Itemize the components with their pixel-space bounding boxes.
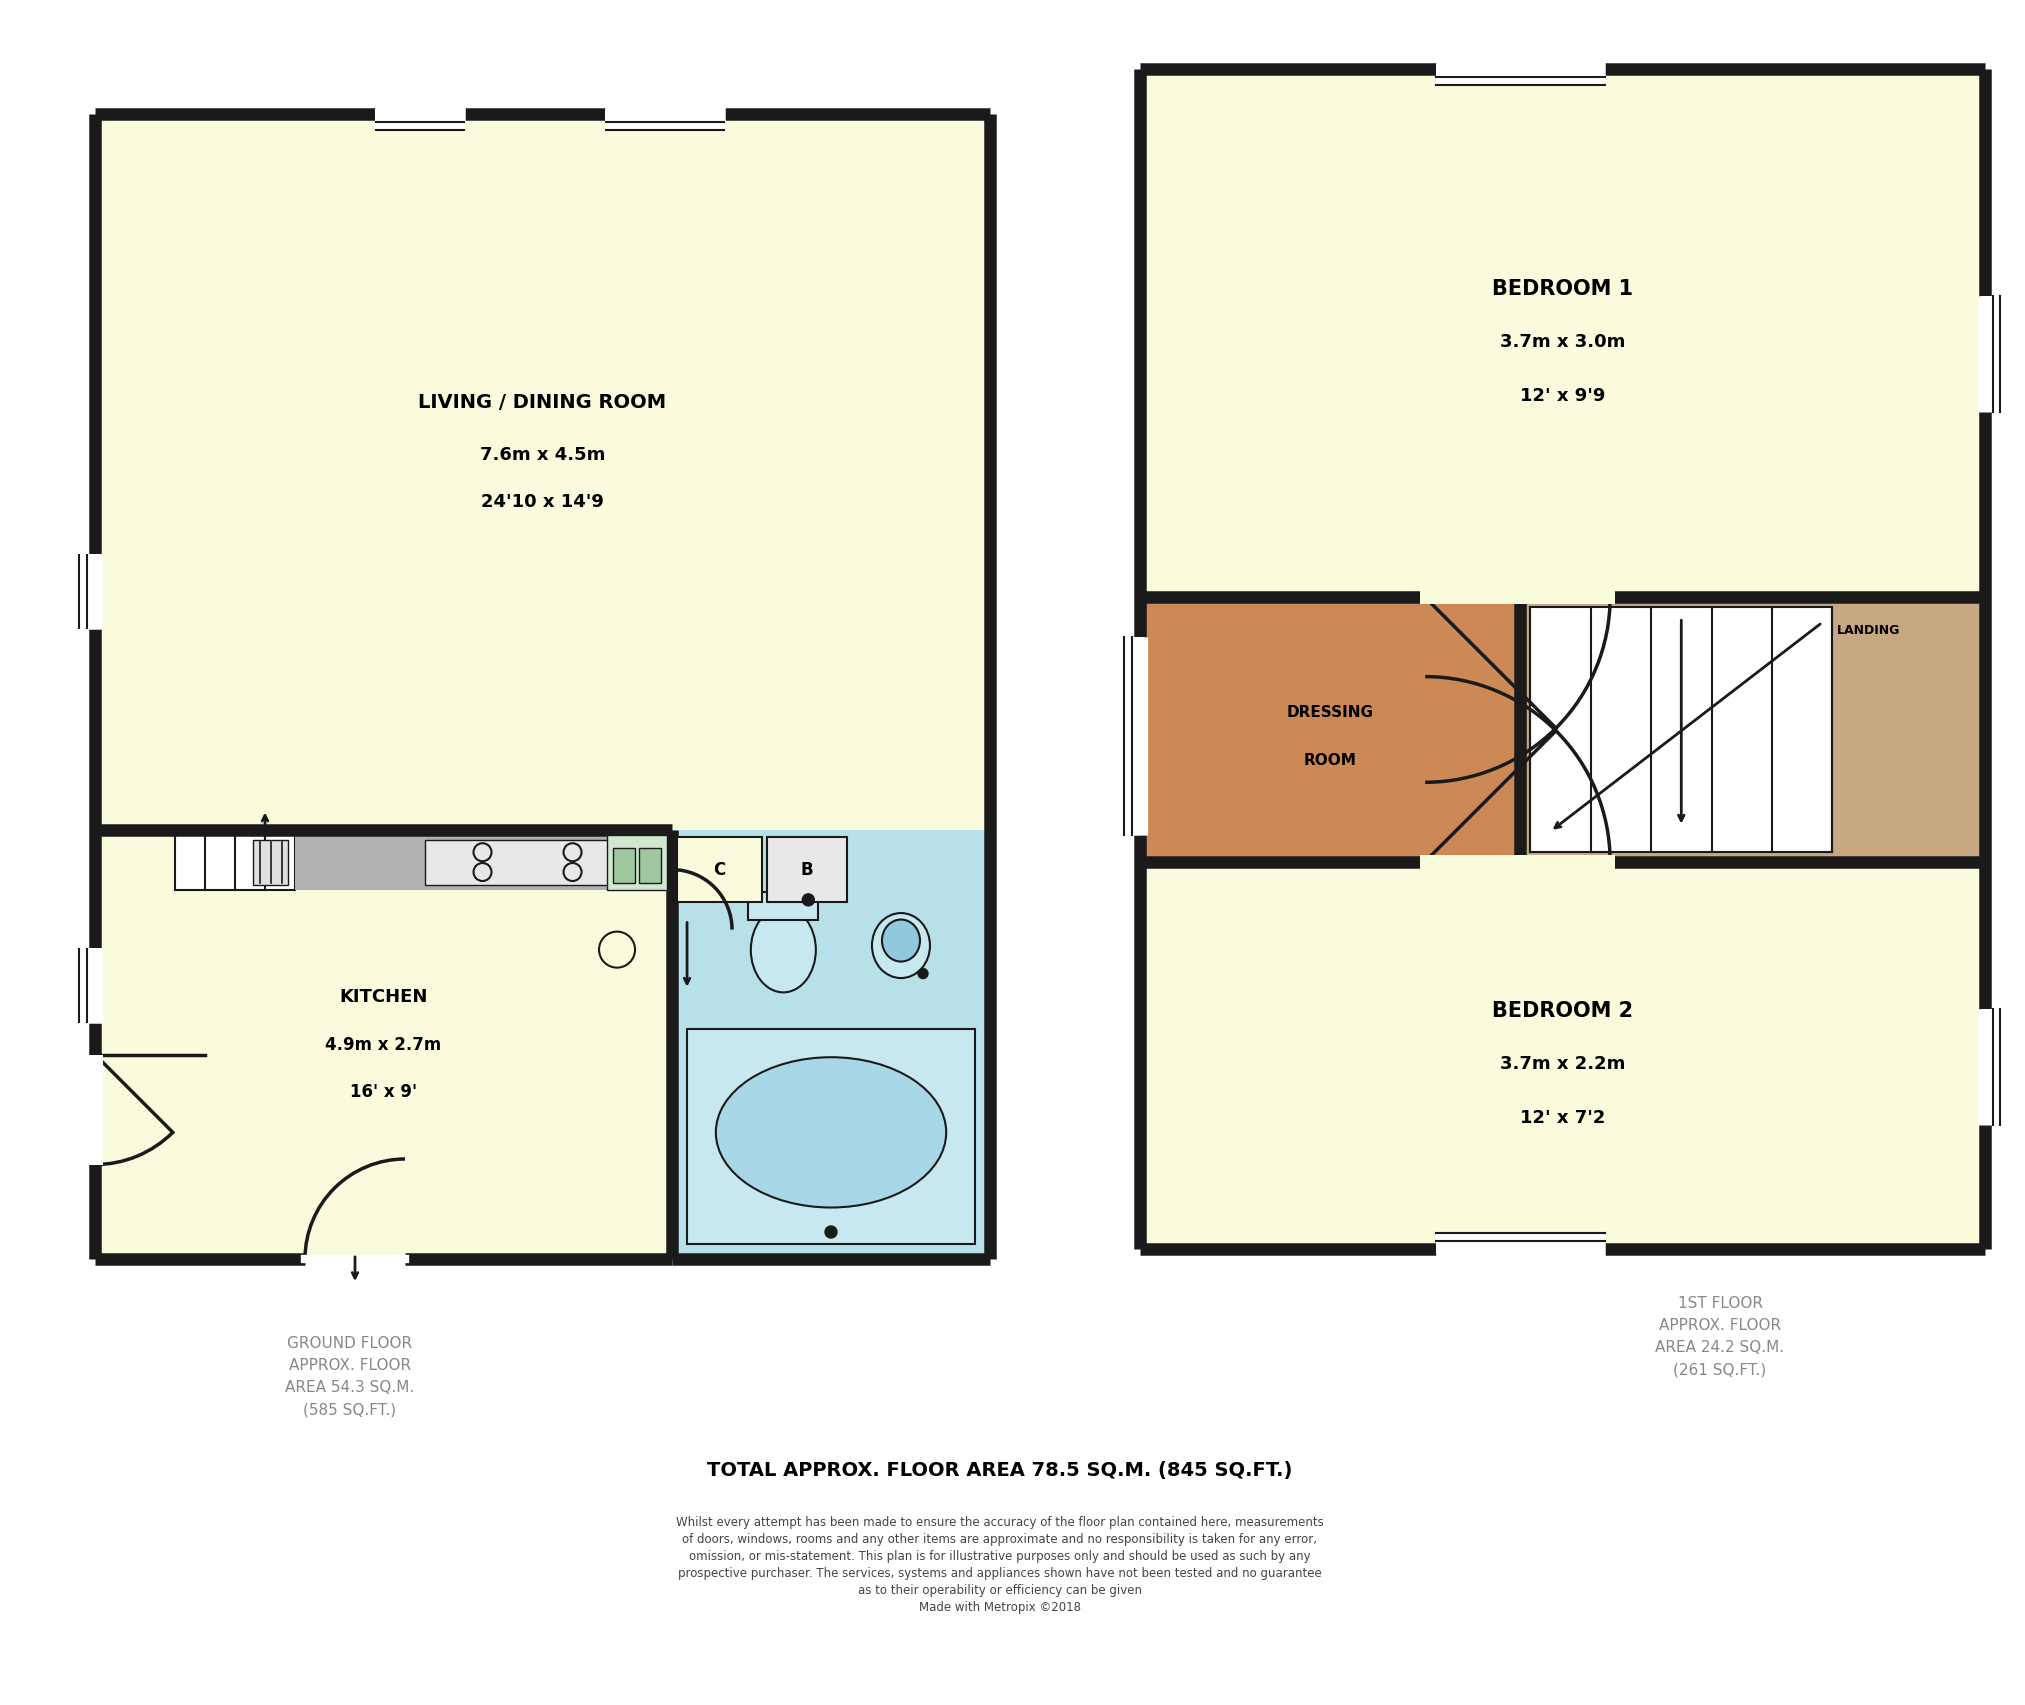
Circle shape bbox=[824, 1226, 836, 1238]
Bar bbox=[1420, 592, 1616, 605]
Text: C: C bbox=[713, 861, 725, 878]
Bar bbox=[1420, 854, 1616, 870]
Bar bbox=[95, 114, 990, 830]
Text: KITCHEN: KITCHEN bbox=[340, 987, 427, 1006]
Text: 7.6m x 4.5m: 7.6m x 4.5m bbox=[480, 445, 605, 464]
Bar bbox=[253, 841, 288, 885]
Text: ROOM: ROOM bbox=[1304, 752, 1357, 767]
Bar bbox=[77, 554, 101, 629]
Bar bbox=[1126, 638, 1144, 835]
Ellipse shape bbox=[883, 921, 919, 962]
Text: 1ST FLOOR
APPROX. FLOOR
AREA 24.2 SQ.M.
(261 SQ.FT.): 1ST FLOOR APPROX. FLOOR AREA 24.2 SQ.M. … bbox=[1656, 1296, 1784, 1378]
Text: 4.9m x 2.7m: 4.9m x 2.7m bbox=[326, 1035, 441, 1054]
Bar bbox=[614, 847, 636, 883]
Bar bbox=[95, 830, 672, 1260]
Circle shape bbox=[802, 895, 814, 907]
Text: 12' x 9'9: 12' x 9'9 bbox=[1521, 387, 1606, 406]
Bar bbox=[749, 892, 818, 921]
Bar bbox=[1140, 863, 1984, 1250]
Bar bbox=[174, 835, 296, 890]
Bar bbox=[1140, 598, 1521, 863]
Text: BEDROOM 1: BEDROOM 1 bbox=[1492, 280, 1632, 298]
Bar bbox=[87, 1055, 103, 1165]
Text: 12' x 7'2: 12' x 7'2 bbox=[1521, 1108, 1606, 1127]
Text: GROUND FLOOR
APPROX. FLOOR
AREA 54.3 SQ.M.
(585 SQ.FT.): GROUND FLOOR APPROX. FLOOR AREA 54.3 SQ.… bbox=[286, 1335, 415, 1417]
Bar bbox=[1980, 1009, 2001, 1125]
Bar bbox=[767, 837, 846, 902]
Text: 3.7m x 2.2m: 3.7m x 2.2m bbox=[1501, 1055, 1626, 1072]
Bar bbox=[296, 835, 666, 890]
Circle shape bbox=[917, 968, 927, 979]
Bar bbox=[686, 1030, 974, 1245]
Ellipse shape bbox=[873, 914, 929, 979]
Text: Whilst every attempt has been made to ensure the accuracy of the floor plan cont: Whilst every attempt has been made to en… bbox=[676, 1516, 1324, 1613]
Bar bbox=[1980, 297, 2001, 413]
Text: LANDING: LANDING bbox=[1837, 624, 1901, 636]
Bar bbox=[77, 948, 101, 1023]
Bar bbox=[1521, 598, 1984, 863]
Text: 24'10 x 14'9: 24'10 x 14'9 bbox=[482, 493, 603, 511]
Text: B: B bbox=[800, 861, 814, 878]
Bar bbox=[1436, 1234, 1604, 1255]
Bar bbox=[605, 109, 725, 130]
Bar bbox=[1531, 609, 1833, 852]
Text: DRESSING: DRESSING bbox=[1286, 704, 1373, 720]
Bar bbox=[608, 835, 666, 890]
Text: 3.7m x 3.0m: 3.7m x 3.0m bbox=[1501, 332, 1626, 351]
Bar bbox=[1140, 70, 1984, 598]
Bar bbox=[672, 830, 990, 1260]
Bar bbox=[375, 109, 466, 130]
Bar bbox=[676, 837, 761, 902]
Text: 16' x 9': 16' x 9' bbox=[350, 1083, 417, 1100]
Ellipse shape bbox=[715, 1057, 946, 1207]
Bar bbox=[640, 847, 660, 883]
Text: LIVING / DINING ROOM: LIVING / DINING ROOM bbox=[419, 392, 666, 411]
Ellipse shape bbox=[751, 907, 816, 992]
Bar bbox=[425, 841, 630, 885]
Text: BEDROOM 2: BEDROOM 2 bbox=[1492, 1001, 1632, 1021]
Text: TOTAL APPROX. FLOOR AREA 78.5 SQ.M. (845 SQ.FT.): TOTAL APPROX. FLOOR AREA 78.5 SQ.M. (845… bbox=[707, 1461, 1292, 1480]
Bar bbox=[1436, 65, 1604, 85]
